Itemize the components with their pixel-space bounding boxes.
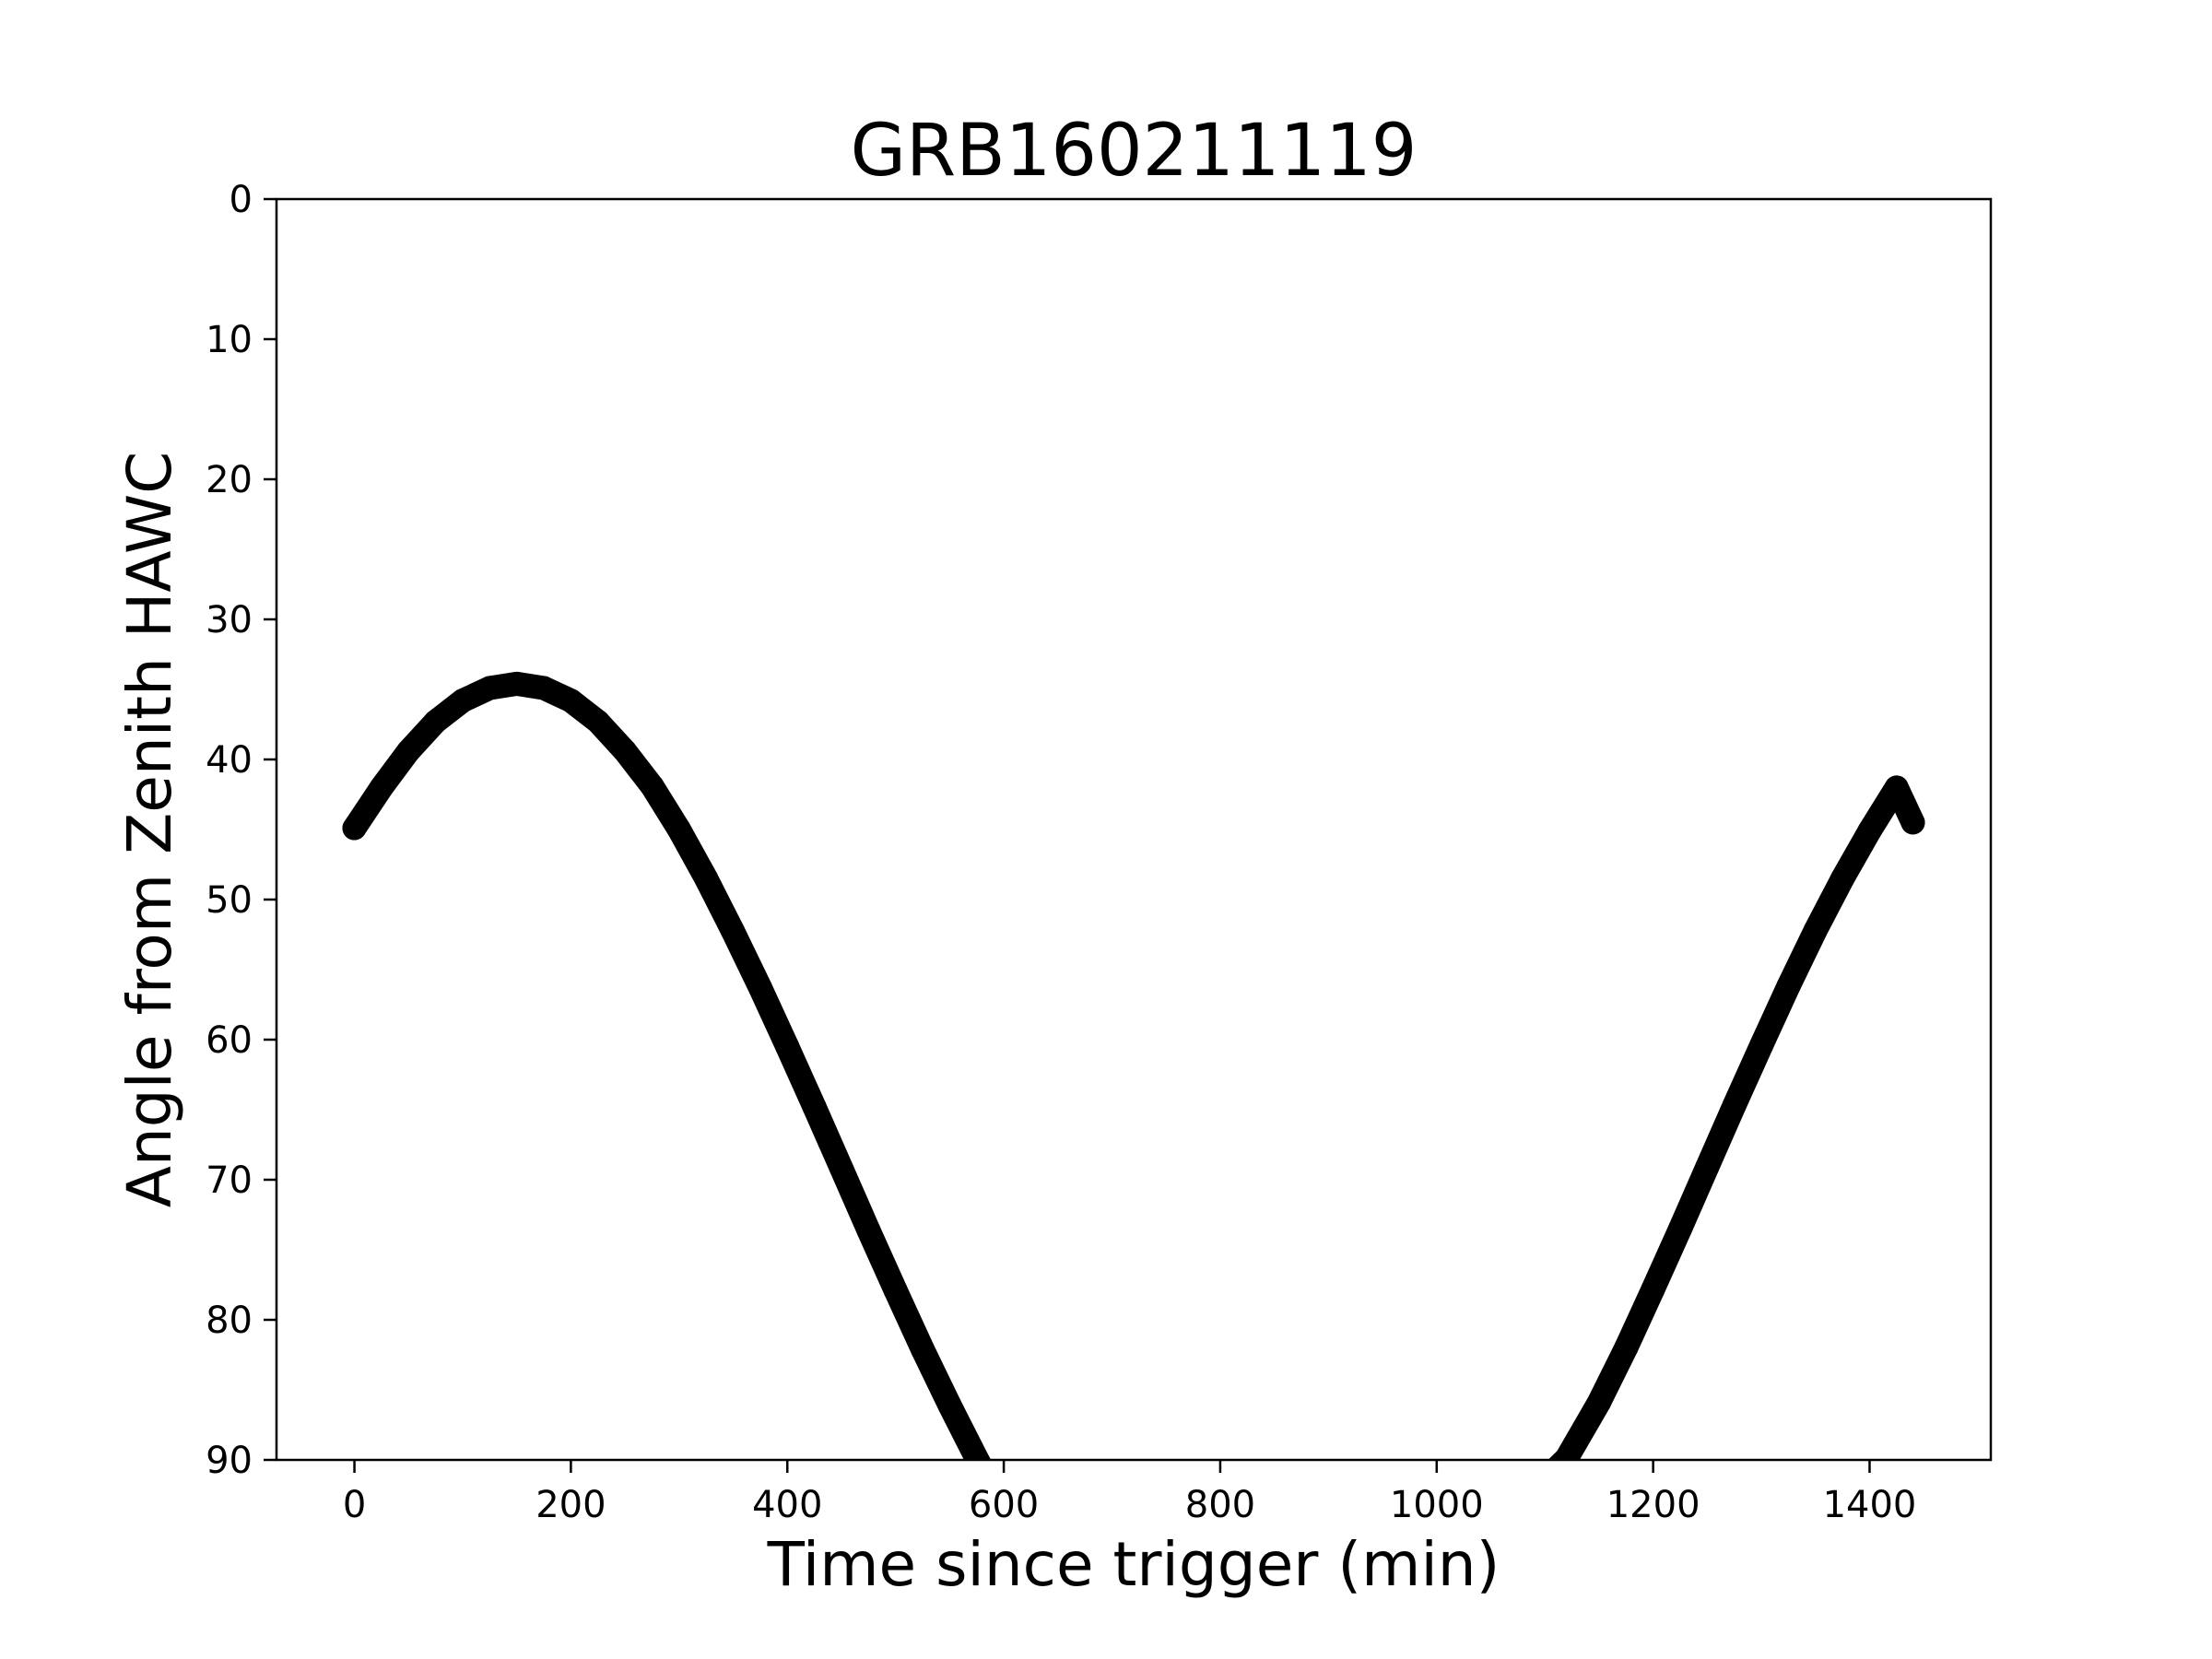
data-point (1586, 1390, 1611, 1415)
x-tick-label: 400 (752, 1484, 822, 1526)
data-point (1554, 1446, 1579, 1460)
data-point (1668, 1217, 1692, 1241)
y-tick-label: 20 (206, 459, 253, 501)
data-point (1722, 1093, 1747, 1118)
data-point (613, 738, 638, 763)
y-tick-label: 0 (229, 179, 253, 221)
data-point (640, 773, 665, 798)
data-point (1830, 866, 1855, 891)
y-tick-label: 50 (206, 879, 253, 922)
data-point (721, 920, 746, 944)
data-point (1533, 1467, 1557, 1491)
data-point (883, 1278, 908, 1303)
data-point (694, 866, 719, 891)
data-point (396, 738, 421, 763)
data-point (937, 1393, 962, 1418)
y-tick-label: 30 (206, 599, 253, 641)
x-tick-label: 0 (343, 1484, 366, 1526)
data-point (911, 1336, 935, 1361)
y-axis-label: Angle from Zenith HAWC (114, 452, 185, 1208)
data-point (666, 818, 691, 841)
data-point (830, 1156, 853, 1181)
data-point (856, 1218, 881, 1242)
x-tick-label: 1000 (1390, 1484, 1484, 1526)
data-point (1641, 1277, 1665, 1301)
data-point (1857, 818, 1882, 843)
data-point (1614, 1335, 1639, 1360)
data-point (747, 975, 772, 1000)
data-point (802, 1095, 827, 1119)
y-tick-label: 40 (206, 739, 253, 782)
x-axis-label: Time since trigger (min) (767, 1529, 1500, 1600)
data-point (1884, 775, 1909, 800)
series-segment-2 (1547, 775, 1925, 1460)
data-point (1900, 810, 1925, 835)
y-tick-label: 70 (206, 1159, 253, 1202)
data-point (1803, 918, 1828, 943)
x-tick-label: 600 (969, 1484, 1039, 1526)
data-point (1749, 1033, 1774, 1058)
data-point (423, 710, 448, 734)
data-point (964, 1446, 989, 1460)
data-point (1776, 974, 1801, 999)
y-axis: 0 10 20 30 40 50 60 70 80 90 (206, 179, 276, 1482)
x-tick-label: 1200 (1606, 1484, 1700, 1526)
y-tick-label: 90 (206, 1440, 253, 1482)
data-point (451, 688, 475, 713)
data-point (477, 676, 502, 700)
data-point (585, 710, 610, 734)
x-tick-label: 1400 (1823, 1484, 1917, 1526)
y-tick-label: 10 (206, 319, 253, 361)
x-axis: 0 200 400 600 800 1000 1200 1400 (343, 1460, 1917, 1526)
plot-frame (275, 197, 1993, 1462)
data-point (369, 775, 394, 800)
y-tick-label: 60 (206, 1019, 253, 1062)
data-point (342, 816, 367, 841)
chart-title: GRB160211119 (851, 110, 1418, 193)
data-series (342, 671, 1925, 1491)
data-point (559, 688, 583, 713)
x-tick-label: 800 (1185, 1484, 1255, 1526)
data-point (504, 671, 529, 696)
x-tick-label: 200 (535, 1484, 606, 1526)
series-segment-1 (342, 671, 992, 1460)
data-point (532, 676, 556, 700)
y-tick-label: 80 (206, 1300, 253, 1342)
data-point (775, 1034, 800, 1059)
data-point (1695, 1155, 1720, 1180)
